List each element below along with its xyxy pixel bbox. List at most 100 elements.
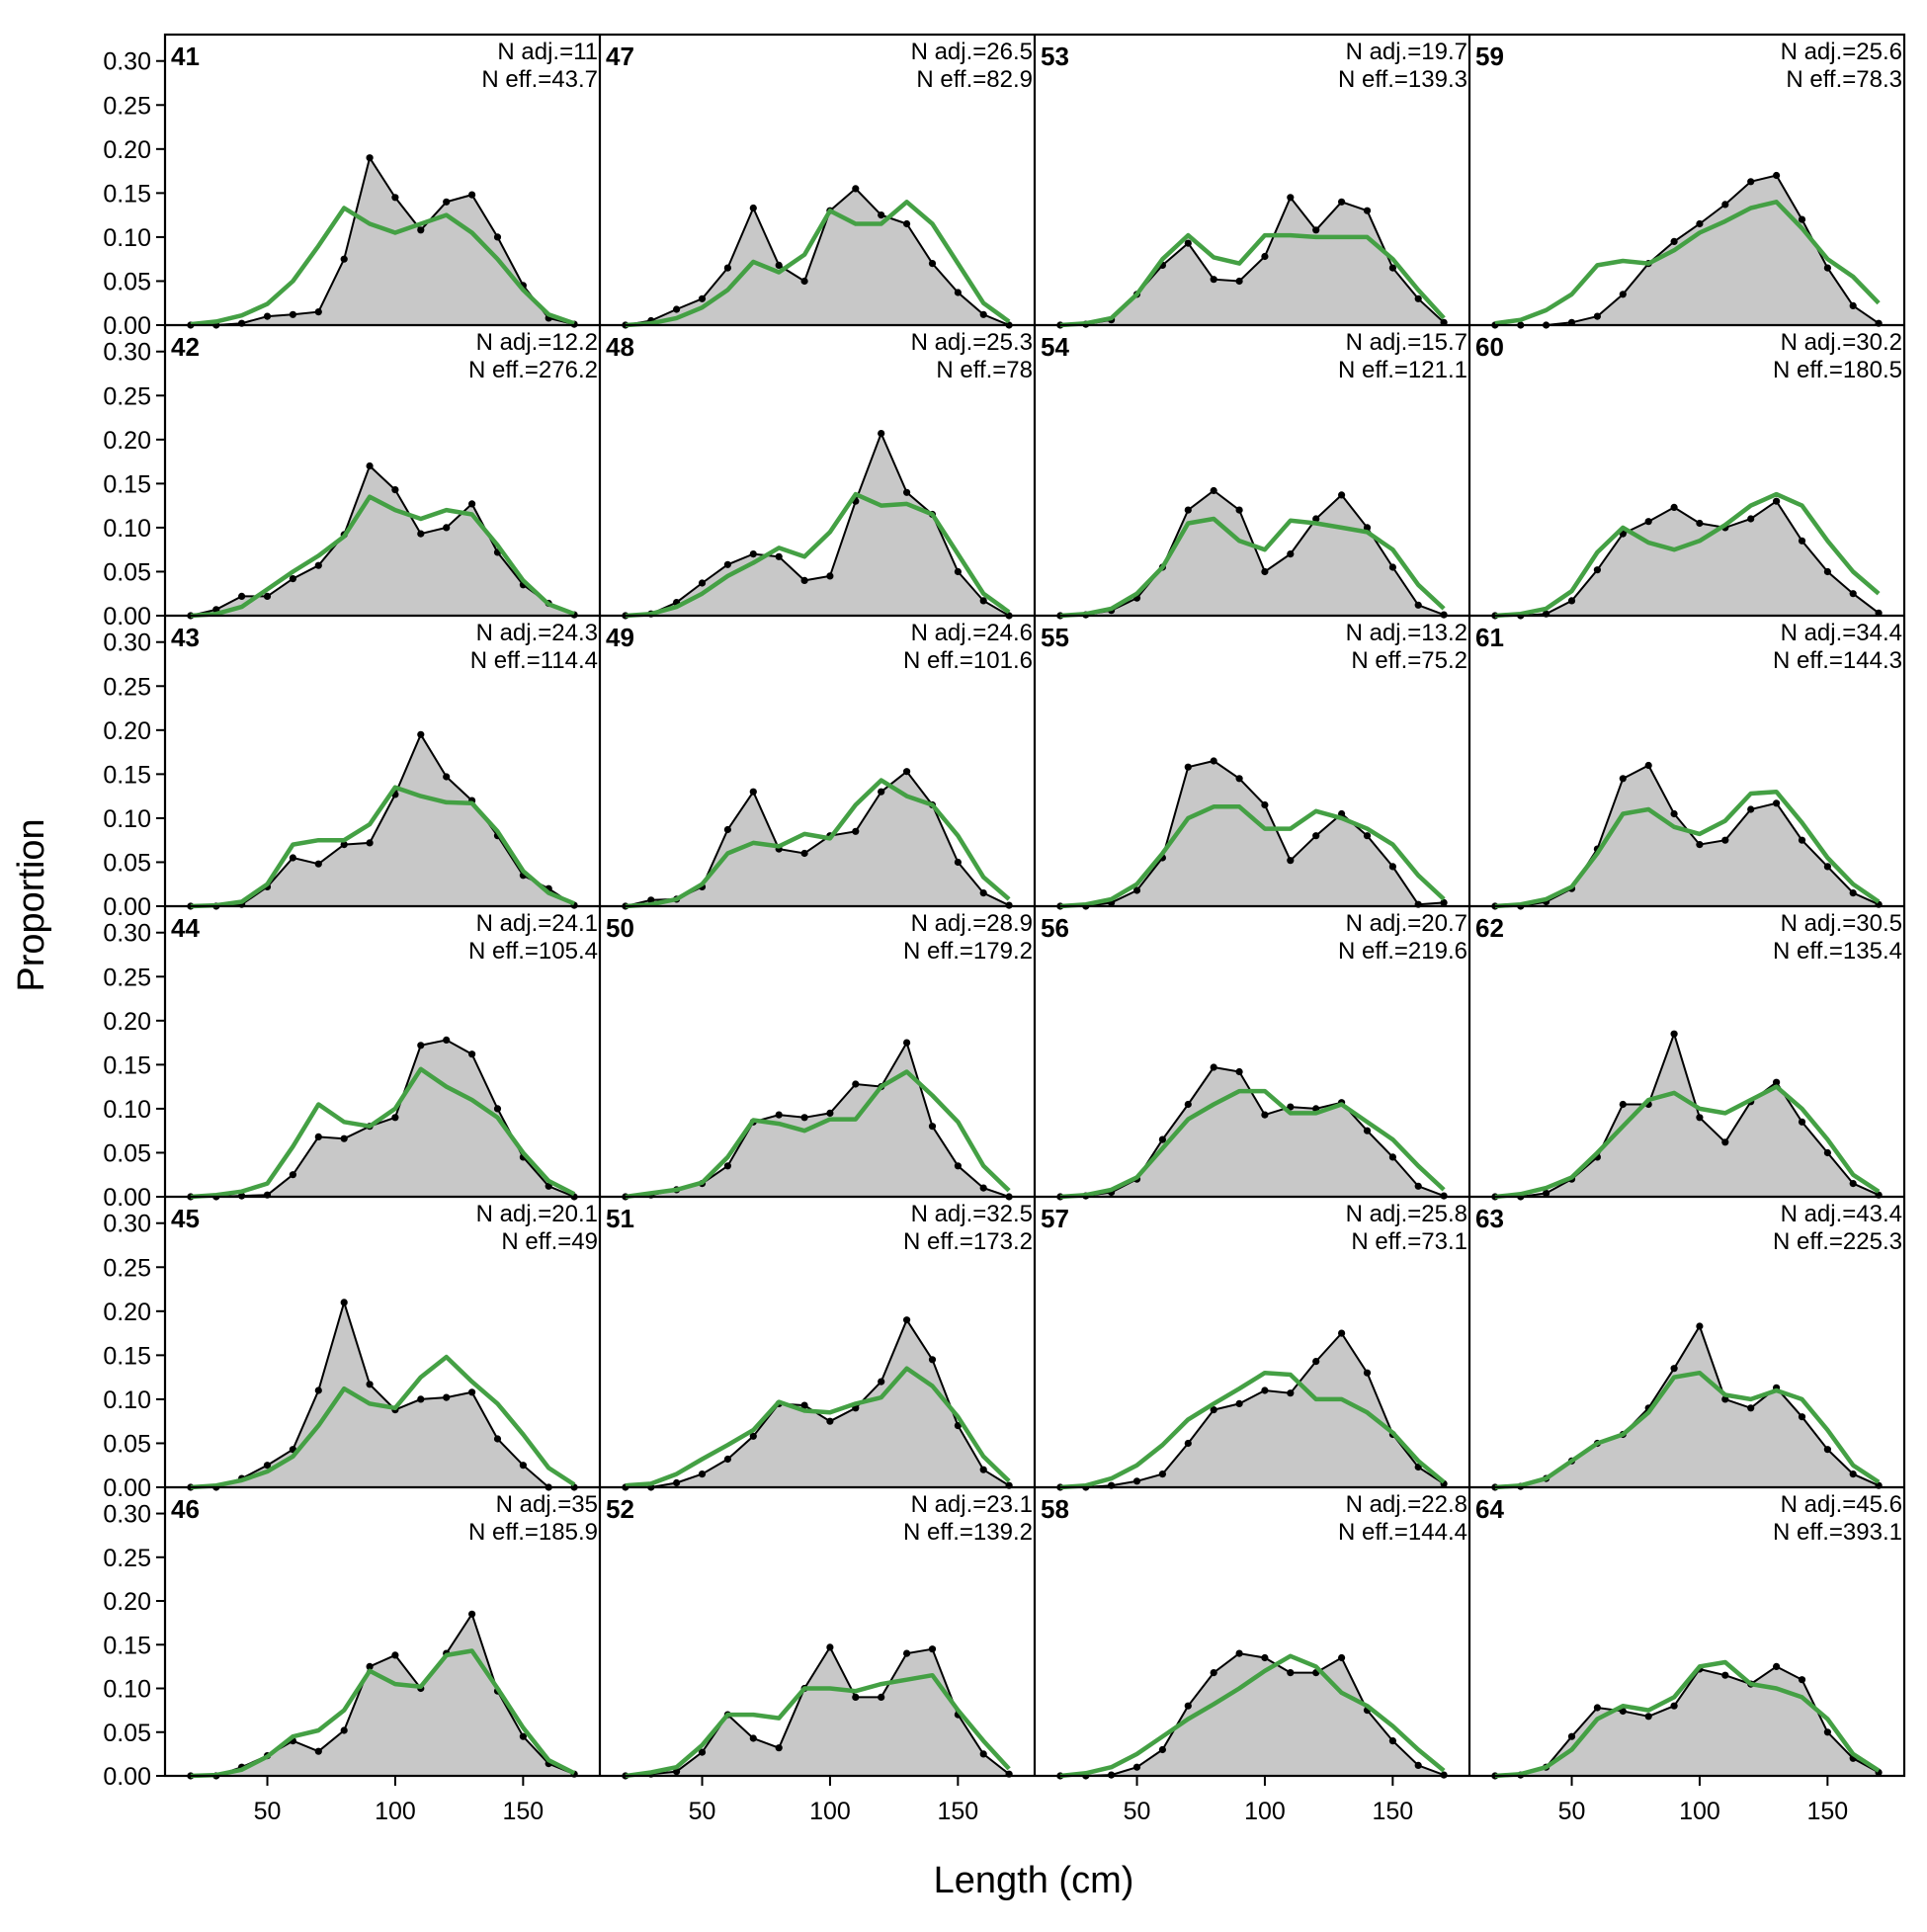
observed-point <box>673 1478 681 1487</box>
observed-point <box>1619 1100 1627 1109</box>
n-adj-label: N adj.=24.3 <box>476 620 598 646</box>
observed-point <box>1414 294 1422 302</box>
panel-label: 52 <box>606 1494 634 1524</box>
observed-point <box>878 211 885 219</box>
observed-point <box>391 1114 399 1122</box>
observed-area <box>1059 761 1445 906</box>
observed-point <box>1798 215 1806 223</box>
panel-43: 43 N adj.=24.3N eff.=114.4 <box>165 620 600 910</box>
observed-area <box>190 1302 575 1487</box>
observed-point <box>1721 1395 1729 1403</box>
panel-55: 55 N adj.=13.2N eff.=75.2 <box>1035 620 1469 910</box>
observed-point <box>289 575 296 583</box>
y-tick-label: 0.05 <box>103 849 151 877</box>
n-adj-label: N adj.=13.2 <box>1346 620 1467 646</box>
n-adj-label: N adj.=30.5 <box>1781 910 1902 937</box>
observed-point <box>1388 264 1396 272</box>
observed-point <box>1593 312 1601 320</box>
n-adj-label: N adj.=45.6 <box>1781 1491 1902 1518</box>
observed-point <box>1184 1439 1192 1448</box>
observed-point <box>903 1649 911 1657</box>
panel-label: 44 <box>171 913 200 943</box>
observed-point <box>1363 1369 1372 1377</box>
n-eff-label: N eff.=144.3 <box>1773 647 1902 674</box>
observed-point <box>340 1726 348 1734</box>
observed-point <box>1849 301 1857 309</box>
x-axis-title: Length (cm) <box>934 1860 1134 1901</box>
n-eff-label: N eff.=49 <box>501 1228 598 1255</box>
observed-point <box>1184 763 1192 771</box>
observed-area <box>1494 501 1880 616</box>
observed-point <box>340 1134 348 1142</box>
expected-line <box>1059 516 1446 619</box>
observed-line <box>1059 1331 1445 1488</box>
observed-point <box>468 1388 476 1396</box>
observed-area <box>625 771 1010 906</box>
observed-point <box>1798 1413 1806 1421</box>
y-tick-label: 0.25 <box>103 964 151 991</box>
n-eff-label: N eff.=173.2 <box>903 1228 1033 1255</box>
observed-point <box>340 841 348 849</box>
y-tick-label: 0.05 <box>103 1430 151 1458</box>
observed-point <box>1261 567 1269 576</box>
observed-point <box>468 1610 476 1618</box>
observed-point <box>391 486 399 494</box>
observed-point <box>1670 237 1678 245</box>
observed-line <box>190 155 575 326</box>
observed-point <box>928 1123 937 1131</box>
observed-point <box>1287 857 1295 865</box>
panel-57: 57 N adj.=25.8N eff.=73.1 <box>1035 1201 1469 1491</box>
y-tick-label: 0.00 <box>103 603 151 630</box>
panel-45: 45 N adj.=20.1N eff.=49 <box>165 1201 600 1491</box>
y-tick-label: 0.10 <box>103 805 151 833</box>
x-tick-label: 50 <box>1124 1798 1151 1825</box>
observed-point <box>1132 886 1141 894</box>
n-adj-label: N adj.=28.9 <box>911 910 1033 937</box>
observed-point <box>443 524 451 532</box>
x-tick-label: 150 <box>1372 1798 1413 1825</box>
y-tick-label: 0.00 <box>103 312 151 340</box>
x-tick-label: 150 <box>1806 1798 1848 1825</box>
observed-point <box>1696 1114 1704 1122</box>
y-tick-label: 0.10 <box>103 1096 151 1124</box>
y-tick-label: 0.20 <box>103 1008 151 1036</box>
panel-58: 58 N adj.=22.8N eff.=144.4 <box>1035 1491 1469 1780</box>
panel-label: 62 <box>1475 913 1504 943</box>
x-tick-label: 100 <box>1679 1798 1720 1825</box>
n-adj-label: N adj.=19.7 <box>1346 39 1467 65</box>
n-adj-label: N adj.=25.3 <box>911 329 1033 356</box>
y-tick-label: 0.20 <box>103 136 151 164</box>
observed-point <box>1338 198 1346 206</box>
observed-area <box>1059 1333 1445 1487</box>
observed-point <box>1414 1182 1422 1190</box>
n-eff-label: N eff.=101.6 <box>903 647 1033 674</box>
observed-point <box>723 264 732 272</box>
observed-point <box>1312 1358 1320 1366</box>
n-eff-label: N eff.=78.3 <box>1786 66 1902 93</box>
y-tick-label: 0.25 <box>103 673 151 701</box>
panel-label: 47 <box>606 42 634 71</box>
y-tick-label: 0.30 <box>103 1211 151 1238</box>
n-adj-label: N adj.=25.6 <box>1781 39 1902 65</box>
y-tick-label: 0.30 <box>103 1501 151 1529</box>
observed-point <box>1287 194 1295 202</box>
panel-label: 57 <box>1041 1204 1069 1233</box>
observed-point <box>443 1393 451 1401</box>
observed-area <box>1059 490 1445 616</box>
observed-area <box>625 1043 1010 1197</box>
observed-point <box>1823 1728 1831 1736</box>
observed-point <box>1823 863 1831 871</box>
observed-point <box>723 1455 732 1464</box>
observed-point <box>878 1378 885 1386</box>
n-eff-label: N eff.=139.3 <box>1338 66 1467 93</box>
observed-point <box>1210 1406 1217 1414</box>
observed-point <box>366 839 374 847</box>
observed-point <box>1363 207 1372 214</box>
observed-point <box>519 1462 528 1470</box>
observed-point <box>468 1050 476 1058</box>
observed-point <box>826 1109 834 1117</box>
observed-point <box>1849 889 1857 897</box>
observed-point <box>1670 1702 1678 1710</box>
observed-point <box>1798 1118 1806 1126</box>
y-tick-label: 0.05 <box>103 1139 151 1167</box>
